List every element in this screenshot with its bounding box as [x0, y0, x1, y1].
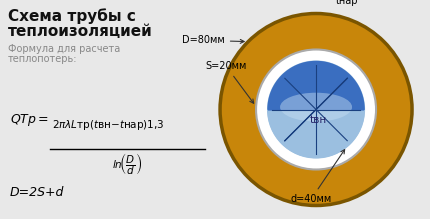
Text: Схема трубы с: Схема трубы с	[8, 8, 136, 24]
Text: D=2S+d: D=2S+d	[10, 186, 64, 199]
Text: tвн: tвн	[310, 115, 327, 125]
Circle shape	[256, 49, 376, 170]
Text: tнар: tнар	[335, 0, 358, 5]
Text: $ln\!\left(\dfrac{D}{d}\right)$: $ln\!\left(\dfrac{D}{d}\right)$	[112, 151, 143, 177]
Text: теплопотерь:: теплопотерь:	[8, 54, 77, 64]
Polygon shape	[268, 110, 364, 157]
Circle shape	[268, 62, 364, 157]
Text: d=40мм: d=40мм	[291, 150, 345, 204]
Text: Формула для расчета: Формула для расчета	[8, 44, 120, 54]
Ellipse shape	[280, 93, 352, 122]
Text: теплоизоляцией: теплоизоляцией	[8, 24, 153, 39]
Text: $2\pi\lambda L$тр$(t$вн$-t$нар$)$1,3: $2\pi\lambda L$тр$(t$вн$-t$нар$)$1,3	[52, 118, 165, 132]
Polygon shape	[268, 62, 364, 110]
Text: S=20мм: S=20мм	[206, 61, 254, 103]
Text: D=80мм: D=80мм	[182, 35, 244, 45]
Circle shape	[220, 14, 412, 205]
Text: $Q$Тр$=$: $Q$Тр$=$	[10, 112, 49, 128]
